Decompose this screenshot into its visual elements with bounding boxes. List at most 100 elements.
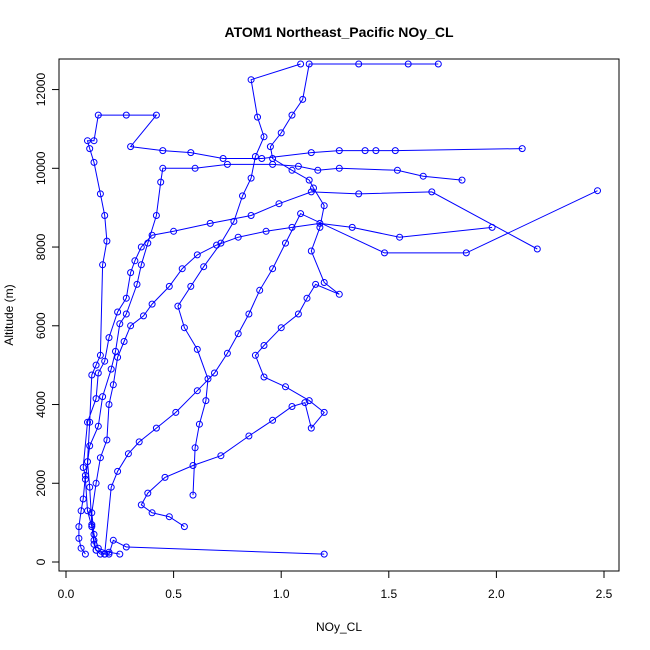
data-point [105, 401, 113, 408]
data-point [77, 544, 85, 552]
data-point [294, 162, 302, 170]
data-point [116, 320, 124, 328]
data-point [174, 302, 182, 310]
data-point [335, 290, 343, 298]
data-point [96, 190, 104, 198]
data-point [109, 381, 117, 389]
data-point [122, 111, 130, 119]
data-point [96, 550, 104, 558]
chart-title: ATOM1 Northeast_Pacific NOy_CL [225, 24, 454, 40]
data-point [152, 212, 160, 219]
data-point [305, 60, 313, 68]
data-point [404, 60, 412, 68]
series-line [104, 190, 598, 555]
data-point [288, 111, 296, 119]
data-point [122, 310, 130, 318]
data-point [269, 416, 277, 424]
series-3 [88, 219, 496, 558]
data-point [152, 424, 160, 432]
series-7 [101, 187, 601, 558]
data-point [282, 383, 289, 391]
data-point [92, 479, 100, 487]
data-point [428, 188, 436, 196]
y-tick-label: 2000 [34, 470, 48, 497]
data-point [320, 202, 328, 210]
data-point [94, 111, 102, 119]
data-point [200, 263, 208, 271]
data-point [105, 548, 113, 556]
data-point [193, 387, 201, 395]
data-point [217, 239, 225, 247]
data-point [277, 129, 285, 137]
data-point [144, 489, 152, 497]
data-point [133, 280, 141, 288]
data-point [86, 145, 94, 153]
data-point [101, 550, 109, 558]
data-point [307, 149, 315, 157]
data-point [434, 60, 442, 68]
data-point [99, 393, 107, 401]
data-point [260, 133, 268, 141]
data-point [148, 509, 156, 517]
series-line [84, 163, 463, 555]
series-line [78, 191, 538, 555]
y-tick-label: 0 [34, 558, 48, 565]
data-point [79, 464, 87, 471]
data-point [355, 190, 363, 198]
data-point [127, 143, 135, 151]
data-point [86, 418, 94, 426]
data-point [234, 233, 242, 241]
data-point [230, 217, 238, 225]
data-point [312, 280, 320, 288]
y-axis: 0 2000 4000 6000 8000 10000 12000 [34, 73, 59, 565]
data-point [594, 187, 601, 195]
data-point [122, 543, 130, 551]
series-line [177, 63, 301, 496]
data-point [105, 550, 113, 558]
y-tick-label: 10000 [34, 151, 48, 185]
data-point [245, 310, 253, 318]
data-point [307, 188, 315, 196]
data-point [161, 473, 169, 481]
data-point [159, 147, 167, 155]
data-point [303, 294, 311, 302]
data-point [189, 491, 197, 499]
plot-frame [58, 58, 620, 572]
data-point [355, 60, 363, 68]
data-point [391, 147, 399, 155]
data-point [178, 265, 186, 273]
x-tick-label: 2.5 [596, 587, 613, 601]
data-point [297, 60, 305, 68]
x-tick-label: 0.0 [58, 587, 75, 601]
data-point [301, 399, 309, 407]
data-point [86, 483, 94, 491]
data-point [361, 147, 369, 155]
data-point [148, 300, 156, 308]
data-point [170, 227, 178, 235]
series-line [91, 222, 493, 555]
data-point [157, 178, 165, 186]
data-point [148, 231, 156, 239]
data-point [114, 353, 122, 361]
data-point [269, 265, 277, 273]
data-point [92, 361, 100, 369]
data-point [114, 467, 122, 475]
data-point [103, 237, 111, 245]
data-point [94, 544, 102, 552]
data-point [193, 251, 201, 259]
data-point [320, 279, 328, 286]
y-tick-label: 4000 [34, 391, 48, 418]
data-point [92, 395, 100, 403]
series-2 [81, 160, 466, 558]
x-tick-label: 0.5 [165, 587, 182, 601]
data-point [86, 442, 94, 450]
data-point [256, 286, 264, 294]
data-point [88, 371, 96, 379]
data-point [75, 534, 83, 542]
data-point [180, 324, 188, 332]
data-point [260, 373, 268, 381]
data-point [348, 223, 356, 231]
data-point [131, 257, 139, 265]
data-point [393, 166, 401, 174]
data-point [152, 111, 160, 119]
